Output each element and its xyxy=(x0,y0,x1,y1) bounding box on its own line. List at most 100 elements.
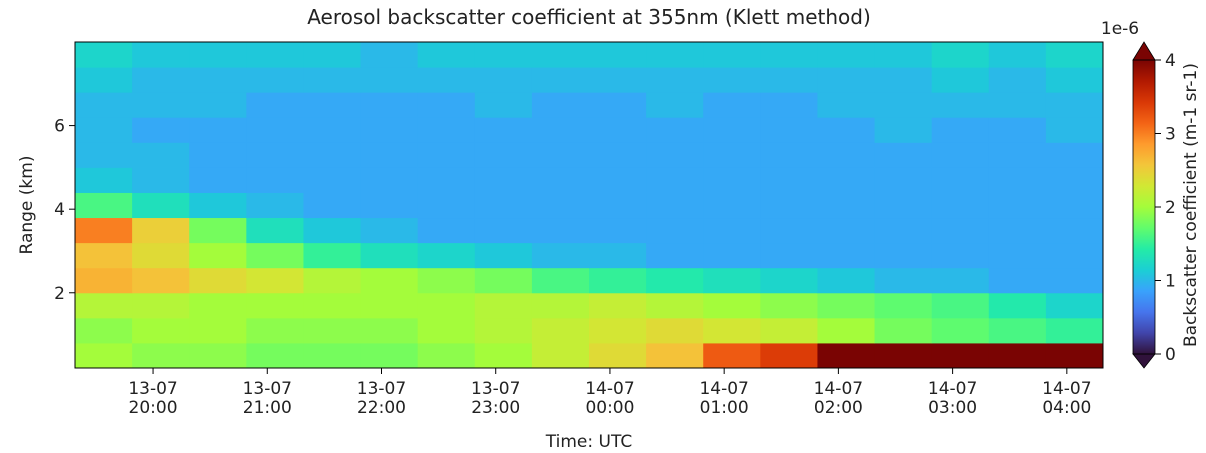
heatmap-cell xyxy=(760,267,818,294)
heatmap-cell xyxy=(817,242,876,269)
heatmap-cell xyxy=(760,342,818,369)
heatmap-cell xyxy=(646,142,704,168)
heatmap-cell xyxy=(874,192,933,219)
heatmap-cell xyxy=(988,117,1047,143)
heatmap-cell xyxy=(703,117,761,143)
heatmap-cell xyxy=(303,342,362,369)
heatmap-cell xyxy=(246,167,304,193)
colorbar-tick-label: 1 xyxy=(1165,272,1176,292)
heatmap-cell xyxy=(303,217,362,244)
heatmap-cell xyxy=(360,317,419,344)
heatmap-cell xyxy=(132,142,190,168)
y-axis-label: Range (km) xyxy=(17,156,37,255)
heatmap-cell xyxy=(760,67,818,93)
heatmap-cell xyxy=(303,67,362,93)
heatmap-cell xyxy=(474,92,533,118)
colorbar-tick-label: 0 xyxy=(1165,345,1176,365)
heatmap-cell xyxy=(646,317,704,344)
x-tick-label-line: 14-07 xyxy=(928,379,977,399)
heatmap-cell xyxy=(760,142,818,168)
heatmap-cell xyxy=(760,317,818,344)
heatmap-cell xyxy=(474,117,533,143)
heatmap-cell xyxy=(531,142,590,168)
heatmap-cell xyxy=(474,242,533,269)
heatmap-cell xyxy=(703,42,761,68)
heatmap-cell xyxy=(132,217,190,244)
x-tick-label-line: 02:00 xyxy=(814,398,863,418)
heatmap-cell xyxy=(189,67,247,93)
heatmap-cell xyxy=(189,317,247,344)
heatmap-cell xyxy=(874,67,933,93)
heatmap-cell xyxy=(988,142,1047,168)
heatmap-cell xyxy=(474,142,533,168)
heatmap-cell xyxy=(1045,317,1104,344)
heatmap-cell xyxy=(474,67,533,93)
heatmap-cell xyxy=(531,92,590,118)
heatmap-cell xyxy=(1045,242,1104,269)
heatmap-cell xyxy=(931,292,990,319)
heatmap-cell xyxy=(874,42,933,68)
plot-frame xyxy=(74,41,1104,369)
heatmap-cell xyxy=(417,142,476,168)
heatmap-cell xyxy=(874,117,933,143)
heatmap-cell xyxy=(646,67,704,93)
heatmap-cell xyxy=(931,117,990,143)
heatmap-cell xyxy=(589,342,647,369)
heatmap-cell xyxy=(931,92,990,118)
heatmap-cell xyxy=(303,242,362,269)
heatmap-cell xyxy=(988,42,1047,68)
x-tick-label: 13-07 20:00 xyxy=(128,379,177,418)
heatmap-cell xyxy=(760,292,818,319)
heatmap-cell xyxy=(703,192,761,219)
heatmap-cell xyxy=(646,92,704,118)
heatmap-cell xyxy=(303,292,362,319)
heatmap-cell xyxy=(703,267,761,294)
heatmap-cell xyxy=(760,242,818,269)
heatmap-cell xyxy=(817,192,876,219)
heatmap-cell xyxy=(1045,342,1104,369)
heatmap-cell xyxy=(417,117,476,143)
heatmap-cell xyxy=(474,42,533,68)
heatmap-cell xyxy=(360,342,419,369)
heatmap-cell xyxy=(189,92,247,118)
x-tick-label-line: 23:00 xyxy=(471,398,520,418)
heatmap-cell xyxy=(303,142,362,168)
heatmap-cell xyxy=(874,167,933,193)
x-tick-label-line: 14-07 xyxy=(814,379,863,399)
heatmap-cell xyxy=(1045,167,1104,193)
x-axis-label: Time: UTC xyxy=(545,432,632,452)
heatmap-cell xyxy=(931,242,990,269)
heatmap-cell xyxy=(760,117,818,143)
x-tick-label-line: 20:00 xyxy=(129,398,178,418)
x-tick-label-line: 22:00 xyxy=(357,398,406,418)
heatmap-cell xyxy=(988,267,1047,294)
heatmap-cell xyxy=(531,192,590,219)
heatmap-cell xyxy=(589,317,647,344)
heatmap-cell xyxy=(931,192,990,219)
heatmap-cell xyxy=(189,267,247,294)
heatmap-cell xyxy=(931,342,990,369)
heatmap-cell xyxy=(988,292,1047,319)
heatmap-cell xyxy=(360,292,419,319)
heatmap-cell xyxy=(589,92,647,118)
heatmap-cell xyxy=(303,192,362,219)
heatmap-cell xyxy=(360,217,419,244)
heatmap-cell xyxy=(817,42,876,68)
colorbar-label: Backscatter coefficient (m-1 sr-1) xyxy=(1181,63,1201,347)
heatmap-cell xyxy=(589,117,647,143)
x-tick-label-line: 04:00 xyxy=(1042,398,1091,418)
heatmap-cell xyxy=(246,317,304,344)
heatmap-cell xyxy=(589,67,647,93)
heatmap-cell xyxy=(703,317,761,344)
heatmap-cell xyxy=(931,167,990,193)
x-tick-label: 14-07 04:00 xyxy=(1042,379,1091,418)
heatmap-cell xyxy=(817,92,876,118)
heatmap-cell xyxy=(817,167,876,193)
heatmap-cell xyxy=(760,217,818,244)
heatmap-cell xyxy=(531,67,590,93)
x-tick-label-line: 14-07 xyxy=(699,379,748,399)
heatmap-cell xyxy=(246,92,304,118)
heatmap-cell xyxy=(589,42,647,68)
heatmap-cell xyxy=(132,67,190,93)
heatmap-cell xyxy=(646,42,704,68)
